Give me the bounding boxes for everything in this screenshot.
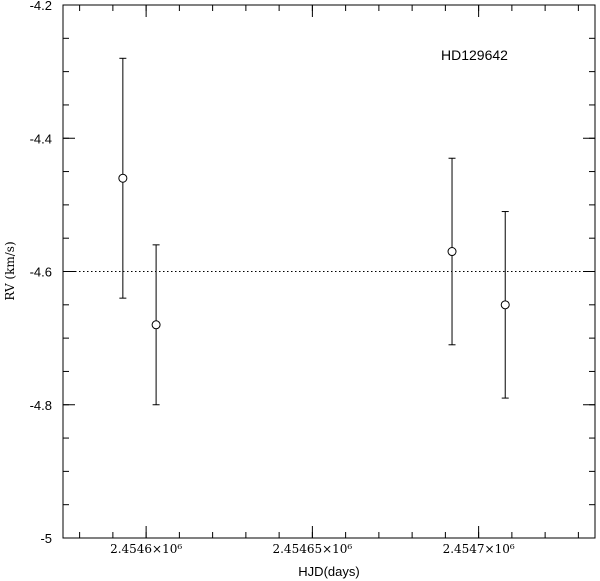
hd-annotation: HD129642 [441, 47, 508, 63]
y-tick-label: -4.2 [30, 0, 52, 13]
x-tick-label: 2.4547×10⁶ [443, 542, 515, 556]
x-tick-label: 2.4546×10⁶ [110, 542, 182, 556]
y-tick-label: -4.4 [30, 131, 52, 146]
data-point [118, 173, 128, 183]
ticks-layer: -5 -4.8 -4.6 -4.4 -4.2 2.4546×10⁶ 2.45465×10⁶ 2… [30, 0, 595, 556]
data-point [500, 300, 510, 310]
data-point [151, 320, 161, 330]
data-points-layer [118, 57, 510, 406]
y-tick-label: -4.8 [30, 398, 52, 413]
x-axis-label: HJD(days) [298, 564, 359, 579]
x-tick-label: 2.45465×10⁶ [272, 542, 352, 556]
y-tick-label: -5 [40, 531, 52, 546]
y-tick-label: -4.6 [30, 265, 52, 280]
y-axis-label: RV (km/s) [3, 241, 17, 300]
data-point [447, 247, 457, 257]
